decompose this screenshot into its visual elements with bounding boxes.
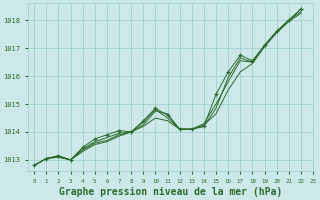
- X-axis label: Graphe pression niveau de la mer (hPa): Graphe pression niveau de la mer (hPa): [59, 186, 282, 197]
